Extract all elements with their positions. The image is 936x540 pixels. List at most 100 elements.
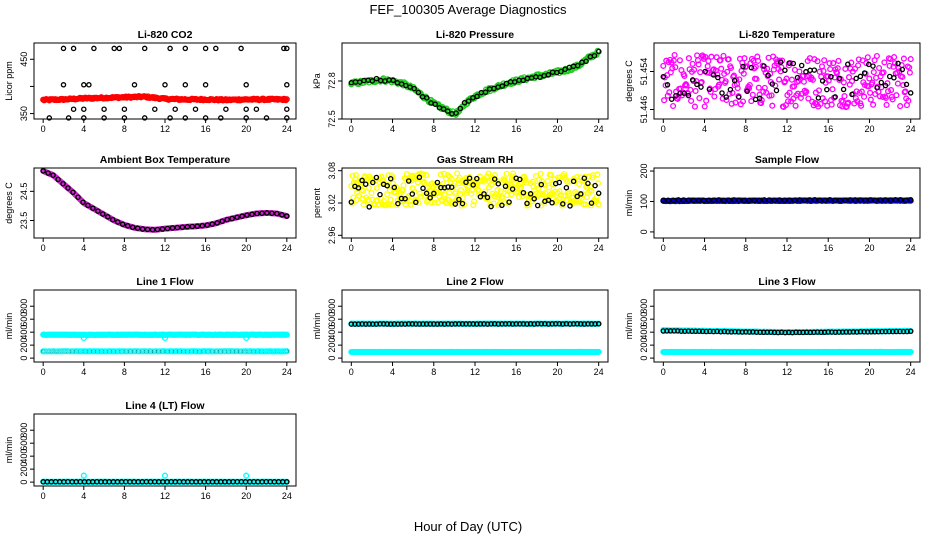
data-point xyxy=(708,53,715,60)
y-axis-label: ml/min xyxy=(4,437,14,464)
x-tick-label: 20 xyxy=(552,124,562,134)
y-tick-label: 400 xyxy=(19,325,29,340)
panel-1: Li-820 Pressure 0 4 8 12 16 20 24 72.5 72.8 kPa xyxy=(312,29,609,134)
data-point xyxy=(487,181,495,188)
y-tick-label: 0 xyxy=(19,480,29,485)
data-point xyxy=(675,197,682,203)
data-point xyxy=(549,200,555,206)
data-point xyxy=(395,200,401,207)
data-point xyxy=(776,76,783,83)
data-point xyxy=(415,89,422,96)
x-tick-label: 8 xyxy=(122,124,127,134)
y-tick-label: 23.5 xyxy=(19,212,29,230)
data-point xyxy=(199,348,206,355)
data-point xyxy=(691,103,698,110)
data-point xyxy=(769,81,776,87)
x-tick-label: 24 xyxy=(906,124,916,134)
data-point xyxy=(595,348,602,355)
data-point xyxy=(877,197,884,203)
data-point xyxy=(228,348,235,355)
data-point xyxy=(864,54,871,61)
x-tick-label: 16 xyxy=(823,367,833,377)
data-point xyxy=(595,321,602,327)
data-point xyxy=(766,197,773,203)
figure-title: FEF_100305 Average Diagnostics xyxy=(369,2,567,17)
x-tick-label: 24 xyxy=(594,124,604,134)
data-point xyxy=(768,92,775,99)
x-tick-label: 20 xyxy=(241,367,251,377)
data-point xyxy=(110,216,116,223)
y-tick-label: 200 xyxy=(19,338,29,353)
data-point xyxy=(465,98,472,104)
data-point xyxy=(55,176,61,183)
x-tick-label: 20 xyxy=(864,243,874,253)
data-point xyxy=(284,82,290,88)
data-point xyxy=(226,348,233,355)
y-tick-label: 350 xyxy=(19,106,29,121)
data-point xyxy=(171,348,178,355)
data-point xyxy=(355,185,362,191)
x-tick-label: 24 xyxy=(282,367,292,377)
data-point xyxy=(279,212,285,218)
data-point xyxy=(857,197,863,203)
y-axis-label: ml/min xyxy=(624,313,634,340)
y-tick-label: 24.5 xyxy=(19,183,29,201)
data-point xyxy=(60,45,67,52)
y-axis-label: ml/min xyxy=(624,190,634,217)
data-point xyxy=(366,204,372,210)
series-group xyxy=(660,51,914,111)
data-point xyxy=(482,89,489,95)
data-point xyxy=(485,170,492,177)
data-point xyxy=(791,197,798,204)
data-point xyxy=(796,68,803,75)
x-tick-label: 12 xyxy=(782,243,792,253)
data-point xyxy=(739,59,746,66)
x-tick-label: 24 xyxy=(906,243,916,253)
data-point xyxy=(570,178,577,185)
data-point xyxy=(423,190,430,197)
data-point xyxy=(822,197,828,204)
data-point xyxy=(574,174,581,181)
data-point xyxy=(182,82,189,88)
data-point xyxy=(384,191,391,198)
series-group xyxy=(348,320,602,356)
data-point xyxy=(154,226,161,233)
data-point xyxy=(154,348,161,355)
data-point xyxy=(689,77,696,83)
data-point xyxy=(457,105,464,112)
data-point xyxy=(199,222,206,229)
data-point xyxy=(453,110,459,116)
data-point xyxy=(788,76,795,83)
x-tick-label: 16 xyxy=(201,367,211,377)
x-tick-label: 16 xyxy=(823,124,833,134)
data-point xyxy=(725,56,732,63)
data-point xyxy=(681,72,688,80)
panel-0: Li-820 CO2 0 4 8 12 16 20 24 350 450 Licor ppm xyxy=(4,29,297,134)
data-point xyxy=(360,187,367,194)
data-point xyxy=(107,348,114,355)
data-point xyxy=(849,91,855,98)
data-point xyxy=(905,97,912,104)
data-point xyxy=(218,115,224,121)
data-point xyxy=(742,63,750,70)
data-point xyxy=(821,57,828,64)
data-point xyxy=(101,115,107,121)
data-point xyxy=(101,106,107,112)
data-point xyxy=(488,176,495,183)
data-point xyxy=(407,198,414,205)
data-point xyxy=(893,92,900,99)
data-point xyxy=(882,197,889,203)
data-point xyxy=(877,73,884,80)
data-point xyxy=(213,45,219,52)
data-point xyxy=(205,348,213,355)
data-point xyxy=(75,194,81,200)
data-point xyxy=(413,199,419,206)
data-point xyxy=(60,82,67,88)
data-point xyxy=(162,348,170,355)
y-tick-label: 450 xyxy=(19,52,29,67)
data-point xyxy=(903,81,910,88)
data-point xyxy=(65,115,72,121)
data-point xyxy=(415,199,422,206)
data-point xyxy=(457,186,465,194)
